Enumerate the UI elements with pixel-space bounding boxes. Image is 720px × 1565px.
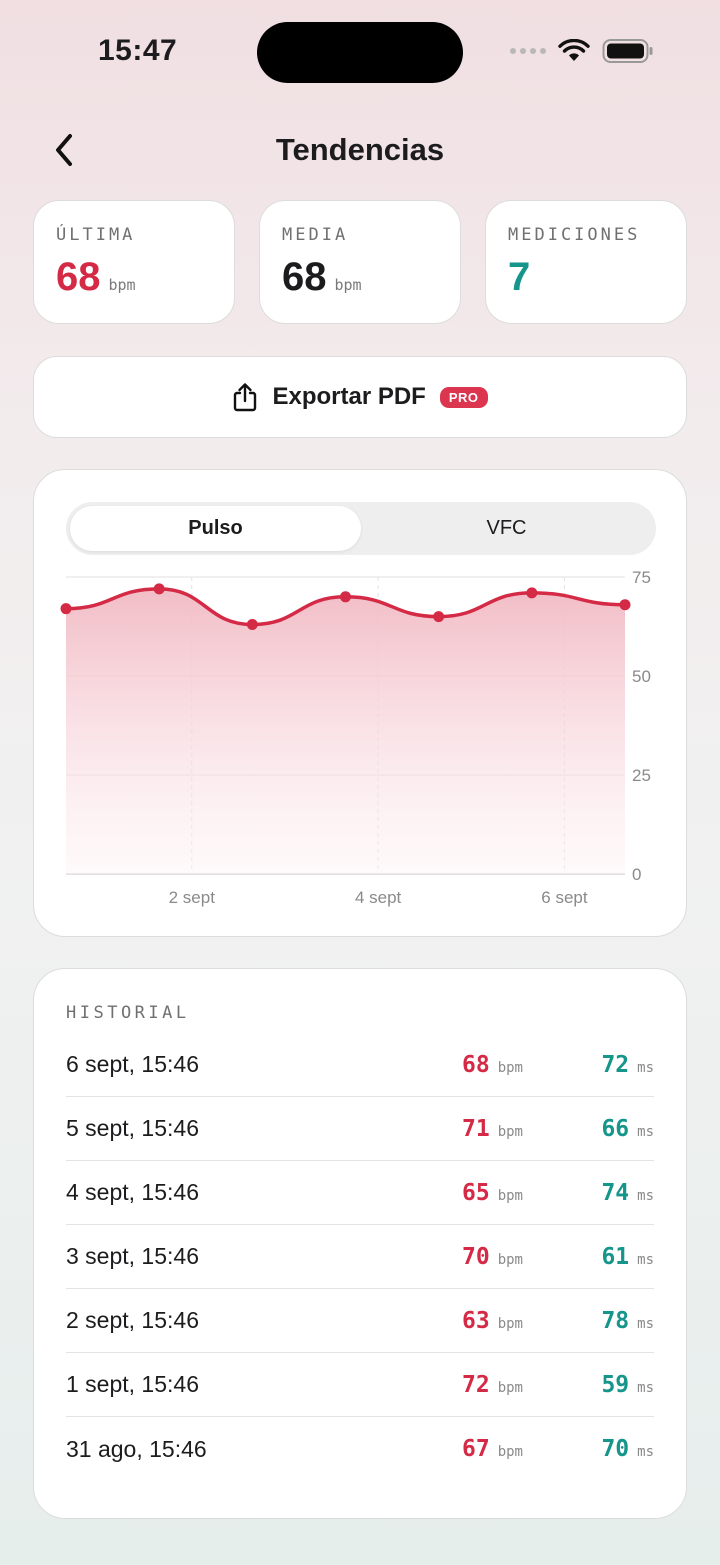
history-bpm-value: 65 [462,1179,490,1206]
history-hrv-unit: ms [637,1059,654,1076]
history-bpm-value: 68 [462,1051,490,1078]
history-date: 4 sept, 15:46 [66,1179,199,1205]
history-date: 5 sept, 15:46 [66,1115,199,1141]
trend-chart-card: Pulso VFC 75 50 25 0 2 sept 4 sept 6 sept [33,469,687,937]
stat-unit: bpm [334,276,362,294]
tab-pulse[interactable]: Pulso [70,506,361,551]
stat-value: 68 [56,255,101,299]
history-bpm-value: 63 [462,1307,490,1334]
share-icon [234,383,257,412]
page-title: Tendencias [275,132,445,167]
history-hrv-value: 66 [601,1115,630,1142]
stat-card-count: MEDICIONES 7 [485,200,687,324]
wifi-icon [558,39,590,61]
history-date: 3 sept, 15:46 [66,1243,199,1269]
history-bpm-value: 71 [462,1115,490,1142]
export-label: Exportar PDF [272,383,426,410]
history-row[interactable]: 5 sept, 15:46 71 bpm 66 ms [66,1097,654,1161]
metric-segmented-control: Pulso VFC [66,502,656,555]
history-bpm-value: 72 [462,1371,490,1398]
history-row[interactable]: 31 ago, 15:46 67 bpm 70 ms [66,1417,654,1481]
dynamic-island [257,22,463,83]
chart-data-point [60,603,72,615]
status-time: 15:47 [98,34,178,67]
history-bpm-unit: bpm [497,1187,523,1204]
y-tick-label: 25 [632,766,651,785]
history-date: 1 sept, 15:46 [66,1371,199,1397]
chart-area-fill [66,588,625,874]
history-bpm-unit: bpm [497,1444,523,1460]
history-hrv-unit: ms [637,1444,654,1460]
history-row[interactable]: 6 sept, 15:46 68 bpm 72 ms [66,1033,654,1097]
history-bpm-value: 70 [462,1243,490,1270]
chart-data-point [433,611,445,623]
stat-value: 68 [282,255,327,299]
history-row[interactable]: 4 sept, 15:46 65 bpm 74 ms [66,1161,654,1225]
history-card: HISTORIAL 6 sept, 15:46 68 bpm 72 ms 5 sept, … [33,968,687,1519]
history-bpm-unit: bpm [497,1123,523,1140]
chart-data-point [153,583,165,595]
y-tick-label: 75 [632,568,651,587]
history-bpm-unit: bpm [497,1059,523,1076]
history-hrv-value: 78 [601,1307,630,1334]
stat-unit: bpm [108,276,136,294]
history-hrv-value: 74 [601,1179,630,1206]
pro-badge: PRO [439,386,488,408]
history-hrv-unit: ms [637,1251,654,1268]
history-hrv-value: 59 [601,1371,630,1398]
export-pdf-button[interactable]: Exportar PDF PRO [33,356,687,438]
y-tick-label: 0 [632,865,641,884]
stat-label: MEDIA [282,225,349,245]
history-hrv-value: 70 [601,1436,630,1462]
pulse-chart: 75 50 25 0 2 sept 4 sept 6 sept [60,568,651,907]
history-row[interactable]: 2 sept, 15:46 63 bpm 78 ms [66,1289,654,1353]
chart-data-point [619,599,631,611]
history-bpm-unit: bpm [497,1379,523,1396]
history-hrv-value: 61 [601,1243,630,1270]
history-date: 31 ago, 15:46 [66,1435,207,1462]
y-tick-label: 50 [632,667,651,686]
stat-card-average: MEDIA 68 bpm [259,200,461,324]
history-date: 2 sept, 15:46 [66,1307,199,1333]
history-hrv-unit: ms [637,1379,654,1396]
stat-label: ÚLTIMA [56,225,136,245]
history-hrv-unit: ms [637,1123,654,1140]
stat-label: MEDICIONES [508,225,641,245]
x-tick-label: 6 sept [541,888,588,907]
history-title: HISTORIAL [66,1003,190,1023]
chart-data-point [526,587,538,599]
chart-data-point [246,619,258,631]
x-tick-label: 4 sept [355,888,402,907]
history-row[interactable]: 1 sept, 15:46 72 bpm 59 ms [66,1353,654,1417]
battery-icon [602,39,653,63]
history-bpm-value: 67 [462,1436,490,1462]
stat-card-last: ÚLTIMA 68 bpm [33,200,235,324]
status-icons [510,38,654,64]
history-row[interactable]: 3 sept, 15:46 70 bpm 61 ms [66,1225,654,1289]
history-list: 6 sept, 15:46 68 bpm 72 ms 5 sept, 15:46 71 bpm… [66,1033,654,1481]
history-hrv-unit: ms [637,1315,654,1332]
back-button[interactable] [44,130,84,170]
stats-row: ÚLTIMA 68 bpm MEDIA 68 bpm MEDICIONES 7 [33,200,687,324]
chevron-left-icon [56,134,72,166]
x-tick-label: 2 sept [169,888,216,907]
history-hrv-unit: ms [637,1187,654,1204]
history-bpm-unit: bpm [497,1251,523,1268]
history-bpm-unit: bpm [497,1315,523,1332]
history-date: 6 sept, 15:46 [66,1051,199,1077]
history-hrv-value: 72 [601,1051,630,1078]
stat-value: 7 [508,255,531,299]
chart-data-point [340,591,351,603]
tab-hrv[interactable]: VFC [486,517,527,539]
cellular-signal-icon [510,48,546,54]
